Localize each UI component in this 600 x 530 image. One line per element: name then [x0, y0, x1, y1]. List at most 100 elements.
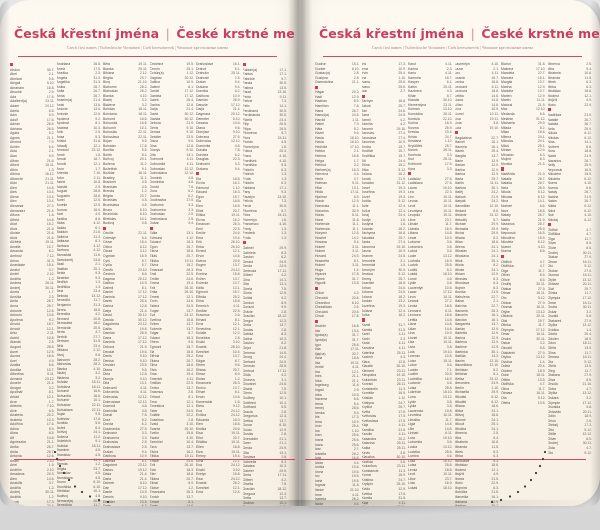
entry-date: 19.11. [231, 449, 241, 454]
entry-name: Jenovéfa [361, 258, 376, 263]
name-entry: Elen 18.8. [196, 204, 241, 209]
name-entry: Čestmír 8.6. [103, 272, 148, 277]
entry-name: Arkadij [56, 143, 68, 148]
entry-date: 4.11. [186, 157, 194, 162]
entry-date: 11.6. [352, 217, 360, 222]
entry-date: 14.3. [491, 354, 499, 359]
entry-date: 4.9. [586, 98, 592, 103]
entry-date: 17.12. [137, 485, 148, 490]
name-entry: Alexandr 27.2. [10, 204, 55, 209]
entry-date: 9.10. [139, 495, 148, 499]
entry-date: 3.3. [446, 152, 453, 157]
name-entry: Leontýna 10.11. [408, 209, 453, 214]
entry-date: 10.11. [443, 199, 453, 204]
entry-date: 21.9. [186, 121, 194, 126]
entry-name: Izolda [315, 465, 325, 470]
entry-name: Ondra [501, 336, 511, 341]
entry-date: 5.12. [537, 396, 546, 401]
name-entry: Dušan 9.4. [196, 80, 241, 85]
entry-date: 25.7. [398, 103, 406, 108]
name-entry: Blahoslav 28.2. [103, 89, 148, 94]
entry-date: 19.3. [398, 190, 406, 195]
letter-section-header [315, 85, 360, 91]
entry-date: 2.8. [234, 335, 241, 340]
name-entry: Donáta 7.8. [196, 148, 241, 153]
entry-date: 21.11. [45, 181, 55, 186]
entry-name: Mistislav [454, 463, 468, 468]
entry-name: Cyril [103, 258, 110, 263]
entry-name: Oliver [501, 273, 510, 278]
entry-name: Ela [196, 176, 201, 181]
entry-name: Marcela [454, 144, 467, 149]
letter-section-header [10, 62, 55, 68]
entry-name: Benedikta [56, 503, 72, 506]
entry-date: 6.2. [140, 504, 148, 506]
entry-date: 20.6. [351, 295, 360, 300]
entry-date: 18.8. [537, 208, 546, 213]
entry-date: 26.9. [232, 98, 241, 103]
name-entry: Anika 26.7. [10, 445, 55, 450]
entry-date: 2.8. [281, 455, 287, 460]
name-entry: Otylka 13.12. [501, 355, 546, 360]
entry-date: 29.7. [491, 176, 499, 181]
entry-date: 19.4. [186, 281, 194, 286]
name-entry: Klaudie 30.10. [362, 364, 407, 369]
name-entry: Antonia 12.6. [10, 454, 55, 459]
entry-date: 9.4. [188, 221, 194, 226]
entry-date: 6.3. [539, 152, 546, 157]
entry-name: Nataša [547, 122, 559, 127]
entry-date: 19.10. [442, 349, 453, 354]
name-entry: Michal 29.9. [455, 231, 500, 236]
entry-name: Kristýna [361, 400, 374, 405]
name-entry: Leona 10.11. [408, 199, 453, 204]
name-entry: Leontina 10.11. [408, 413, 453, 418]
entry-date: 6.1. [493, 372, 499, 377]
name-entry: Kreslav 19.4. [408, 130, 453, 135]
name-entry: Baldur 6.1. [57, 226, 102, 231]
name-entry: Andrej 30.11. [10, 286, 55, 291]
entry-date: 8.2. [493, 263, 499, 268]
entry-name: Kurt [408, 157, 415, 162]
entry-date: 10.4. [232, 349, 241, 354]
name-entry: Anežka 2.3. [10, 295, 55, 300]
name-entry: Marcián 16.1. [455, 318, 500, 323]
entry-name: Gudrun [242, 500, 254, 505]
name-entry: Jarda 27.4. [362, 240, 407, 245]
entry-name: Absolón [10, 90, 23, 95]
entry-date: 20.3. [46, 472, 55, 477]
entry-name: Alexandr [10, 204, 24, 208]
entry-name: Marian [454, 163, 466, 168]
name-entry: Drahulín 25.11. [196, 71, 241, 76]
entry-name: Otakárek [547, 318, 562, 323]
name-entry: Luna 13.12. [408, 395, 453, 400]
name-entry: Evald 3.10. [150, 422, 195, 427]
entry-name: Luisa [408, 385, 417, 390]
name-entry: Jaromír 29.10. [362, 127, 407, 132]
entry-name: Enrich [149, 495, 160, 499]
entry-name: Branimír [103, 180, 116, 185]
entry-name: Olívie [547, 245, 557, 250]
entry-date: 12.1. [93, 143, 101, 148]
entry-date: 2.5. [141, 444, 148, 449]
name-entry: Erik 26.10. [150, 463, 195, 468]
entry-name: Hjalmar [315, 194, 327, 199]
entry-date: 20.12. [137, 276, 148, 281]
entry-date: 10.11. [443, 204, 453, 208]
entry-date: 12.8. [398, 359, 406, 364]
entry-name: Drahoslava [103, 444, 121, 449]
entry-date: 4.4. [353, 460, 360, 465]
entry-date: 11.7. [445, 222, 453, 227]
name-entry: Eugen 13.7. [196, 263, 241, 268]
entry-name: Miroslav [501, 152, 514, 157]
name-entry: Danuše 17.12. [196, 103, 241, 108]
entry-name: Kamila [361, 327, 373, 332]
name-entry: Frída 1.3. [243, 236, 288, 241]
entry-name: Evelín [149, 431, 160, 436]
entry-name: Anastázie [10, 263, 26, 268]
name-entry: Letitia 14.8. [455, 94, 500, 99]
entry-date: 12.1. [186, 399, 194, 404]
entry-name: Monička [454, 490, 468, 495]
name-entry: Nataša 26.7. [501, 181, 546, 186]
name-entry: Miloslava 24.1. [455, 254, 500, 259]
name-entry: Honorata 11.1. [315, 204, 360, 209]
